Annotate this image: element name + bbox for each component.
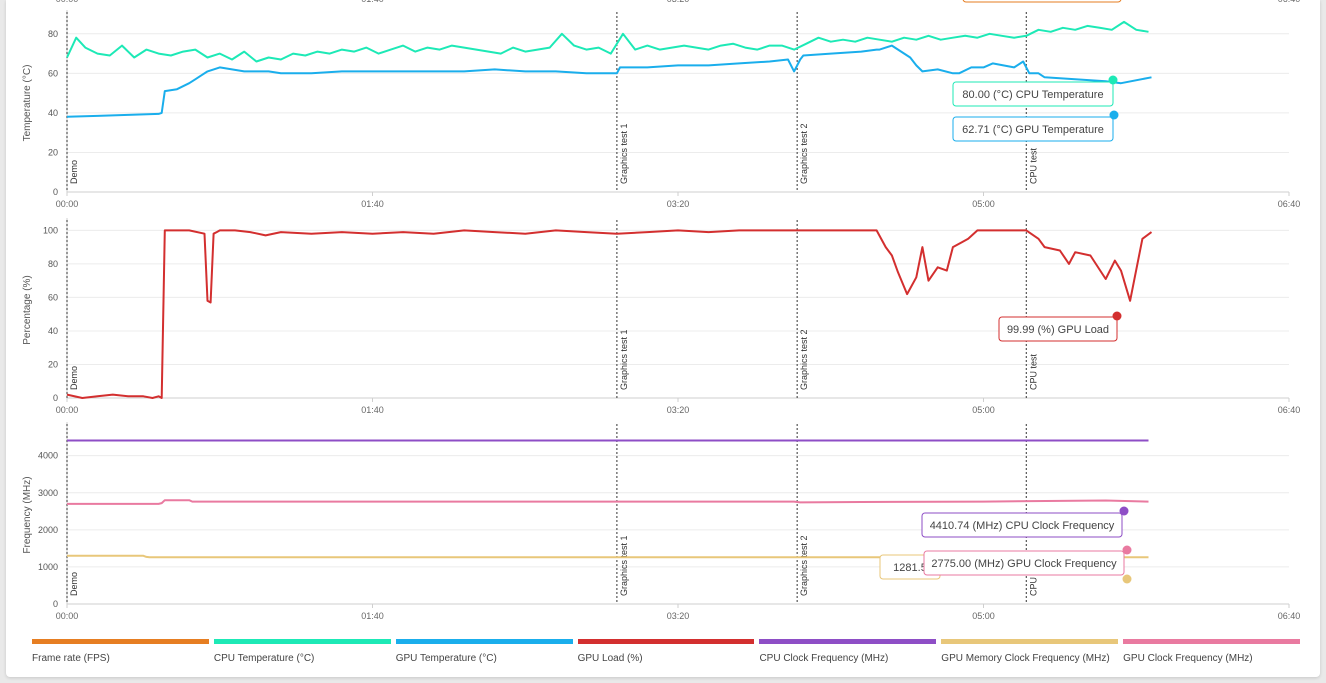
- series-line: [67, 499, 1149, 505]
- x-tick-label: 05:00: [972, 199, 995, 209]
- top-tick-label: 06:40: [1278, 0, 1301, 4]
- x-tick-label: 01:40: [361, 611, 384, 621]
- tooltip-dot: [1122, 545, 1132, 555]
- top-tick-label: 03:20: [667, 0, 690, 4]
- y-axis-label: Frequency (MHz): [22, 476, 33, 553]
- marker-label: CPU test: [1028, 353, 1038, 390]
- tooltips: 80.00 (°C) CPU Temperature 62.71 (°C) GPU…: [879, 75, 1132, 584]
- legend-label: CPU Temperature (°C): [213, 653, 315, 664]
- y-tick-label: 4000: [38, 451, 58, 461]
- legend-item[interactable]: GPU Load (%): [577, 639, 755, 669]
- y-tick-label: 100: [43, 225, 58, 235]
- tooltip-box: [998, 316, 1118, 342]
- marker-label: CPU test: [1028, 147, 1038, 184]
- marker-label: Demo: [69, 160, 79, 184]
- tooltip-text: 80.00 (°C) CPU Temperature: [962, 89, 1103, 101]
- marker-label: Demo: [69, 572, 79, 596]
- y-tick-label: 60: [48, 292, 58, 302]
- legend-label: Frame rate (FPS): [32, 653, 110, 664]
- y-tick-label: 3000: [38, 488, 58, 498]
- x-tick-label: 03:20: [667, 611, 690, 621]
- tooltip-text: 99.99 (%) GPU Load: [1007, 324, 1109, 336]
- tooltip-dot: [1119, 506, 1129, 516]
- x-tick-label: 05:00: [972, 611, 995, 621]
- legend-label: GPU Load (%): [577, 653, 643, 664]
- x-tick-label: 00:00: [56, 405, 79, 415]
- tooltip-box: [921, 512, 1123, 538]
- y-tick-label: 20: [48, 147, 58, 157]
- y-tick-label: 2000: [38, 525, 58, 535]
- x-tick-label: 01:40: [361, 405, 384, 415]
- legend: Frame rate (FPS) CPU Temperature (°C) GPU …: [32, 639, 1301, 669]
- x-tick-label: 03:20: [667, 199, 690, 209]
- marker-label: Graphics test 2: [799, 329, 809, 390]
- tooltip-text: 1281.5: [893, 562, 927, 574]
- y-axis-label: Percentage (%): [22, 275, 33, 344]
- y-tick-label: 1000: [38, 562, 58, 572]
- legend-label: GPU Temperature (°C): [395, 653, 497, 664]
- y-tick-label: 60: [48, 68, 58, 78]
- x-tick-label: 00:00: [56, 611, 79, 621]
- legend-label: GPU Memory Clock Frequency (MHz): [941, 653, 1110, 664]
- tooltip-box: [923, 550, 1125, 576]
- marker-label: Graphics test 1: [619, 123, 629, 184]
- y-tick-label: 0: [53, 187, 58, 197]
- series-line: [66, 229, 1153, 399]
- x-tick-label: 01:40: [361, 199, 384, 209]
- legend-label: CPU Clock Frequency (MHz): [759, 653, 889, 664]
- tooltip-dot: [1112, 311, 1122, 321]
- x-tick-label: 06:40: [1278, 611, 1301, 621]
- tooltip-dot: [1108, 75, 1118, 85]
- panel-1: 0 20 40 60 80 100 Percentage (%) 00:00 01:40 03:2…: [22, 218, 1300, 415]
- top-tick-label: 01:40: [361, 0, 384, 4]
- x-tick-label: 00:00: [56, 199, 79, 209]
- tooltip-dot: [1109, 110, 1119, 120]
- y-tick-label: 40: [48, 326, 58, 336]
- series-line: [66, 44, 1152, 118]
- y-tick-label: 0: [53, 599, 58, 609]
- legend-item[interactable]: GPU Memory Clock Frequency (MHz): [941, 639, 1119, 669]
- legend-item[interactable]: CPU Temperature (°C): [213, 639, 391, 669]
- marker-label: Demo: [69, 366, 79, 390]
- y-tick-label: 80: [48, 259, 58, 269]
- y-tick-label: 20: [48, 359, 58, 369]
- x-tick-label: 06:40: [1278, 405, 1301, 415]
- tooltip-box: [952, 116, 1114, 142]
- x-tick-label: 06:40: [1278, 199, 1301, 209]
- marker-label: Graphics test 2: [799, 535, 809, 596]
- x-tick-label: 03:20: [667, 405, 690, 415]
- legend-item[interactable]: Frame rate (FPS): [32, 639, 209, 669]
- y-tick-label: 0: [53, 393, 58, 403]
- frame-rate-tooltip-clipped: [962, 0, 1122, 3]
- legend-item[interactable]: GPU Clock Frequency (MHz): [1123, 639, 1301, 669]
- tooltip-box: [952, 81, 1114, 107]
- tooltip-dot: [1122, 574, 1132, 584]
- tooltip-text: 62.71 (°C) GPU Temperature: [962, 124, 1104, 136]
- y-tick-label: 40: [48, 108, 58, 118]
- legend-item[interactable]: CPU Clock Frequency (MHz): [759, 639, 937, 669]
- series-line: [66, 20, 1149, 63]
- legend-label: GPU Clock Frequency (MHz): [1123, 653, 1253, 664]
- y-axis-label: Temperature (°C): [22, 65, 33, 142]
- marker-label: Graphics test 1: [619, 535, 629, 596]
- marker-label: Graphics test 1: [619, 329, 629, 390]
- marker-label: Graphics test 2: [799, 123, 809, 184]
- tooltip-text: 2775.00 (MHz) GPU Clock Frequency: [931, 558, 1117, 570]
- y-tick-label: 80: [48, 29, 58, 39]
- panel-0: 0 20 40 60 80 Temperature (°C) 00:00 01:40 03:20…: [22, 10, 1300, 209]
- tooltip-text: 4410.74 (MHz) CPU Clock Frequency: [930, 520, 1115, 532]
- x-tick-label: 05:00: [972, 405, 995, 415]
- marker-label: CPU test: [1028, 559, 1038, 596]
- legend-item[interactable]: GPU Temperature (°C): [395, 639, 573, 669]
- top-tick-label: 00:00: [56, 0, 79, 4]
